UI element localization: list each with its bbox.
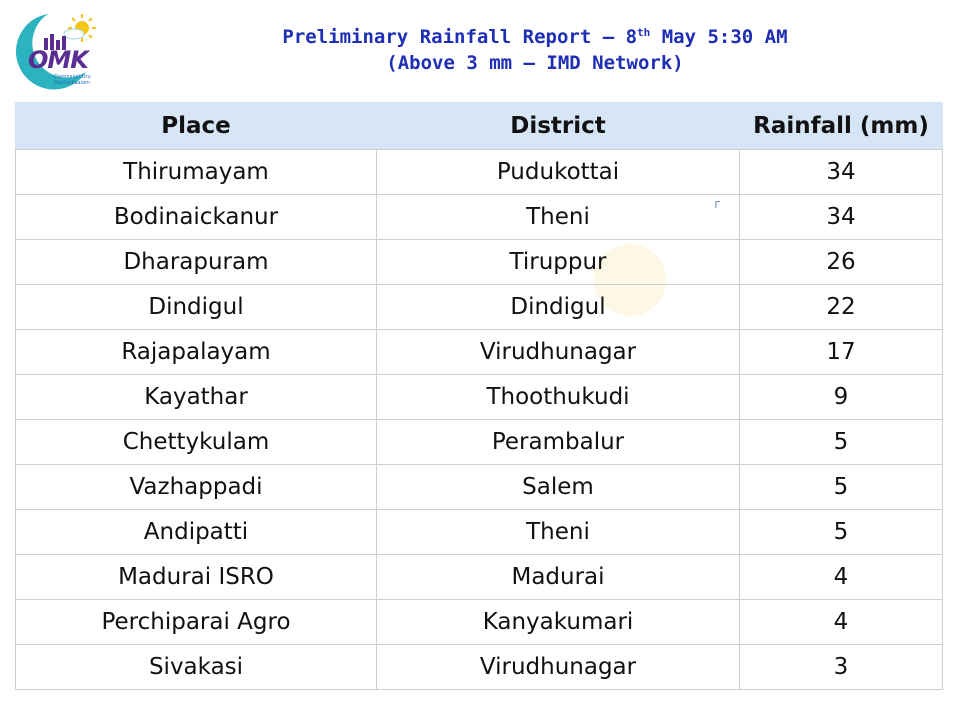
rainfall-cell: 26 (739, 239, 943, 285)
rainfall-table-container: Place District Rainfall (mm) Thirumayam … (15, 102, 943, 690)
title-main: Preliminary Rainfall Report – 8 (282, 26, 638, 48)
table-header-row: Place District Rainfall (mm) (15, 102, 943, 150)
rainfall-cell: 22 (739, 284, 943, 330)
district-cell: Virudhunagar (376, 329, 740, 375)
rainfall-cell: 5 (739, 419, 943, 465)
table-row: Madurai ISRO Madurai 4 (15, 554, 943, 600)
rainfall-cell: 9 (739, 374, 943, 420)
rainfall-cell: 4 (739, 599, 943, 645)
logo-text: OMK (28, 46, 89, 74)
title-time: May 5:30 AM (650, 26, 788, 48)
rainfall-cell: 3 (739, 644, 943, 690)
report-title: Preliminary Rainfall Report – 8th May 5:… (110, 20, 960, 50)
district-cell: Perambalur (376, 419, 740, 465)
district-cell: Virudhunagar (376, 644, 740, 690)
table-row: Chettykulam Perambalur 5 (15, 419, 943, 465)
place-cell: Perchiparai Agro (15, 599, 377, 645)
logo-subtext: Chennaiyil Oru Mazhaikaalam (53, 74, 91, 86)
report-header: Preliminary Rainfall Report – 8th May 5:… (110, 20, 960, 76)
sun-icon (63, 14, 96, 42)
report-subtitle: (Above 3 mm – IMD Network) (386, 52, 684, 74)
place-cell: Madurai ISRO (15, 554, 377, 600)
district-cell: Thoothukudi (376, 374, 740, 420)
rainfall-cell: 17 (739, 329, 943, 375)
place-cell: Dharapuram (15, 239, 377, 285)
district-cell: Tiruppur (376, 239, 740, 285)
district-cell: Theni (376, 509, 740, 555)
place-cell: Andipatti (15, 509, 377, 555)
column-header-rainfall: Rainfall (mm) (739, 102, 943, 150)
district-cell: Theni (376, 194, 740, 240)
omk-logo: OMK Chennaiyil Oru Mazhaikaalam (8, 8, 100, 92)
column-header-place: Place (15, 102, 377, 150)
table-row: Vazhappadi Salem 5 (15, 464, 943, 510)
place-cell: Rajapalayam (15, 329, 377, 375)
table-row: Thirumayam Pudukottai 34 (15, 149, 943, 195)
table-row: Perchiparai Agro Kanyakumari 4 (15, 599, 943, 645)
district-cell: Salem (376, 464, 740, 510)
table-row: Andipatti Theni 5 (15, 509, 943, 555)
rainfall-cell: 34 (739, 149, 943, 195)
place-cell: Thirumayam (15, 149, 377, 195)
rainfall-cell: 4 (739, 554, 943, 600)
table-row: Kayathar Thoothukudi 9 (15, 374, 943, 420)
place-cell: Bodinaickanur (15, 194, 377, 240)
table-row: Sivakasi Virudhunagar 3 (15, 644, 943, 690)
rainfall-cell: 5 (739, 509, 943, 555)
place-cell: Dindigul (15, 284, 377, 330)
district-cell: Madurai (376, 554, 740, 600)
table-row: Dindigul Dindigul 22 (15, 284, 943, 330)
table-row: Bodinaickanur Theni 34 (15, 194, 943, 240)
title-superscript: th (637, 26, 651, 39)
district-cell: Kanyakumari (376, 599, 740, 645)
district-cell: Dindigul (376, 284, 740, 330)
place-cell: Chettykulam (15, 419, 377, 465)
place-cell: Kayathar (15, 374, 377, 420)
district-cell: Pudukottai (376, 149, 740, 195)
place-cell: Sivakasi (15, 644, 377, 690)
stray-mark-icon: ┌ (712, 196, 720, 208)
column-header-district: District (376, 102, 740, 150)
rainfall-cell: 34 (739, 194, 943, 240)
table-row: Rajapalayam Virudhunagar 17 (15, 329, 943, 375)
place-cell: Vazhappadi (15, 464, 377, 510)
rainfall-table: Place District Rainfall (mm) Thirumayam … (15, 102, 943, 690)
table-row: Dharapuram Tiruppur 26 (15, 239, 943, 285)
rainfall-cell: 5 (739, 464, 943, 510)
